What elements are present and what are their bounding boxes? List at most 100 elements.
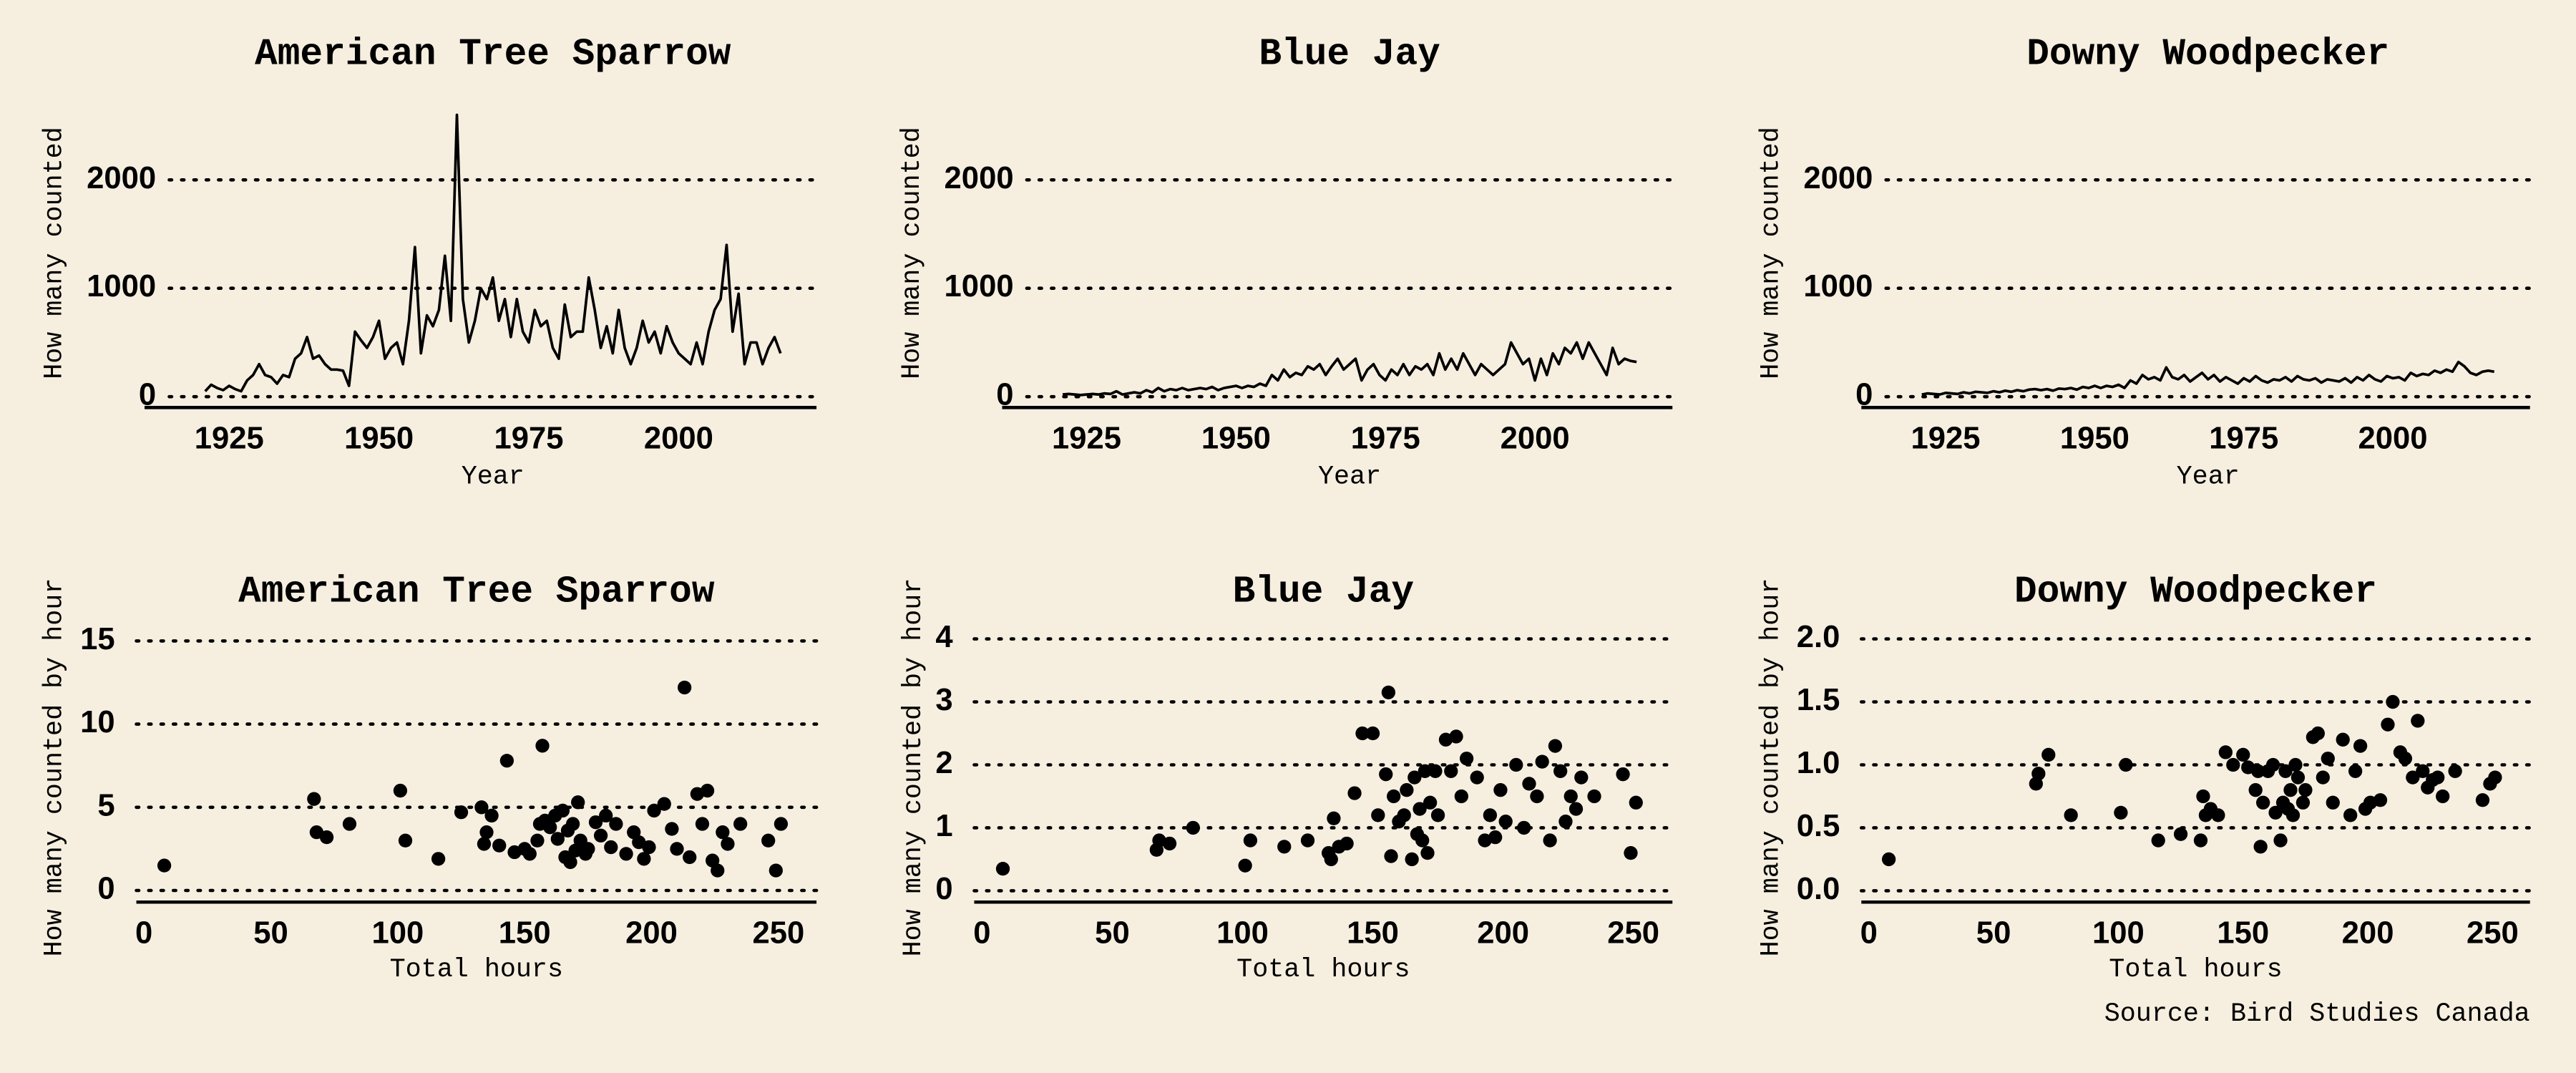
x-tick-label: 1975 — [1351, 422, 1420, 456]
point — [1428, 764, 1443, 778]
point — [700, 783, 715, 798]
x-tick-label: 1925 — [195, 422, 264, 456]
y-tick-label: 2000 — [945, 161, 1014, 195]
chart-title: Blue Jay — [1259, 33, 1440, 76]
point — [647, 803, 661, 818]
x-tick-label: 150 — [1347, 916, 1399, 951]
point — [2348, 764, 2363, 778]
y-tick-label: 10 — [80, 705, 115, 739]
x-tick-label: 100 — [2092, 916, 2145, 951]
point — [1488, 830, 1503, 845]
point — [1616, 767, 1630, 782]
point — [593, 828, 608, 843]
chart-title: American Tree Sparrow — [255, 33, 731, 76]
point — [2268, 805, 2283, 820]
point — [1397, 808, 1411, 822]
point — [1407, 770, 1422, 785]
y-axis-label: How many counted by hour — [39, 578, 69, 957]
point — [2431, 770, 2445, 785]
point — [398, 833, 413, 848]
x-tick-label: 100 — [1216, 916, 1269, 951]
point — [1548, 739, 1563, 753]
point — [2398, 752, 2413, 766]
point — [1430, 808, 1445, 822]
point — [2296, 795, 2311, 810]
point — [665, 822, 679, 836]
point — [2436, 789, 2450, 804]
point — [2211, 808, 2225, 822]
point — [1238, 858, 1252, 873]
point — [1405, 852, 1419, 867]
point — [2251, 764, 2265, 778]
point — [1535, 754, 1549, 769]
x-tick-label: 1975 — [2209, 422, 2278, 456]
point — [2316, 770, 2330, 785]
y-tick-label: 0 — [935, 872, 952, 906]
chart-title: Downy Woodpecker — [2014, 570, 2377, 613]
x-tick-label: 200 — [625, 916, 678, 951]
point — [2064, 808, 2078, 822]
point — [1300, 833, 1315, 848]
point — [1493, 783, 1508, 797]
point — [1587, 789, 1601, 804]
point — [1444, 764, 1458, 778]
point — [535, 739, 550, 753]
point — [1379, 767, 1393, 782]
x-axis-label: Year — [1318, 462, 1381, 492]
point — [642, 840, 656, 855]
point — [2151, 833, 2165, 848]
point — [393, 783, 408, 798]
point — [1371, 808, 1385, 822]
point — [711, 863, 725, 878]
point — [563, 855, 577, 870]
point — [2255, 795, 2270, 810]
point — [1543, 833, 1557, 848]
point — [1387, 789, 1401, 804]
point — [2285, 808, 2301, 822]
point — [2298, 783, 2313, 797]
point — [678, 680, 692, 695]
line — [1062, 341, 1637, 397]
point — [2411, 714, 2425, 728]
point — [2336, 732, 2350, 747]
point — [2253, 840, 2268, 854]
point — [2031, 767, 2046, 781]
x-tick-label: 200 — [1477, 916, 1529, 951]
point — [733, 817, 748, 831]
point — [2321, 752, 2335, 766]
point — [2475, 793, 2490, 807]
point — [619, 847, 633, 861]
point — [2373, 793, 2388, 807]
point — [2196, 789, 2210, 804]
point — [1327, 811, 1341, 825]
point — [2386, 694, 2400, 709]
point — [1517, 820, 1531, 835]
point — [769, 863, 783, 878]
point — [581, 842, 595, 856]
point — [342, 817, 357, 831]
y-tick-label: 1 — [935, 809, 952, 843]
x-tick-label: 250 — [2467, 916, 2519, 951]
x-tick-label: 2000 — [1501, 422, 1570, 456]
x-axis-label: Total hours — [2109, 955, 2282, 985]
point — [1563, 789, 1578, 804]
point — [2288, 757, 2303, 772]
point — [2326, 795, 2340, 810]
point — [1381, 685, 1396, 699]
x-axis-label: Total hours — [1236, 955, 1410, 985]
y-tick-label: 2000 — [1803, 161, 1873, 195]
point — [2353, 739, 2368, 753]
point — [1415, 833, 1430, 848]
x-tick-label: 150 — [499, 916, 551, 951]
point — [1365, 726, 1380, 741]
y-tick-label: 2.0 — [1797, 620, 1840, 654]
point — [588, 815, 603, 830]
point — [2248, 783, 2263, 797]
y-tick-label: 1.5 — [1797, 683, 1840, 717]
y-tick-label: 1.0 — [1797, 746, 1840, 780]
y-tick-label: 0.0 — [1797, 872, 1840, 906]
point — [761, 833, 776, 848]
